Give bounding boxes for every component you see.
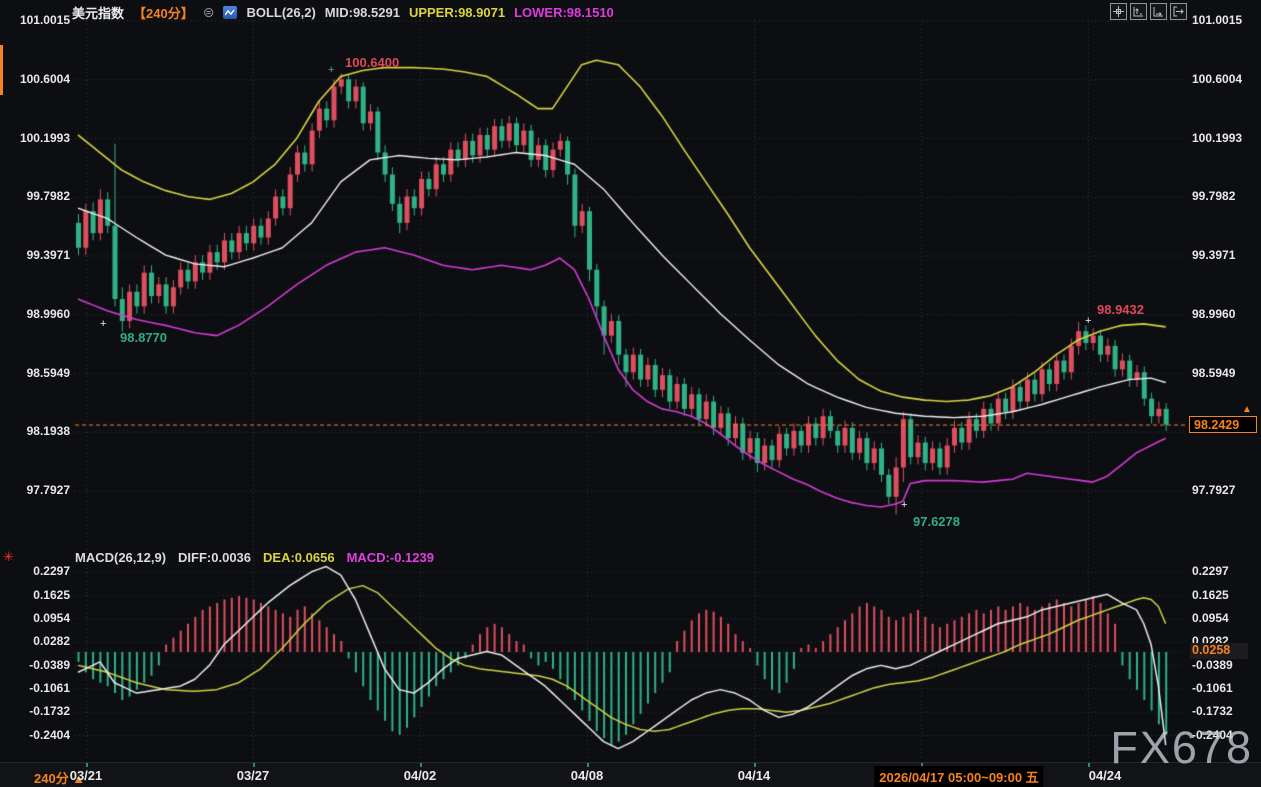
date-label: 04/02 (403, 768, 437, 783)
macd-axis-label: -0.1061 (1192, 680, 1233, 695)
macd-axis-label: 0.1625 (1192, 587, 1229, 602)
macd-axis-label: 0.0954 (1192, 610, 1229, 625)
move-crosshair-icon[interactable] (1110, 3, 1127, 20)
left-edge-marker (0, 45, 3, 95)
fit-vertical-axis-icon[interactable] (1130, 3, 1147, 20)
date-label: 04/08 (570, 768, 604, 783)
date-label: 03/27 (236, 768, 270, 783)
price-axis-label: 101.0015 (1192, 13, 1243, 27)
price-axis-label: 100.1993 (1192, 130, 1243, 145)
time-axis-tick (921, 763, 923, 767)
extreme-cross-marker-icon: + (1085, 315, 1092, 327)
time-axis-tick (420, 763, 422, 767)
price-axis-label: 100.6004 (19, 71, 70, 86)
price-axis-label: 97.7927 (1192, 483, 1236, 497)
extreme-cross-marker-icon: + (328, 64, 335, 76)
price-axis-label: 98.1938 (26, 424, 70, 439)
price-axis-label: 97.7927 (26, 483, 70, 497)
price-axis-label: 98.5949 (26, 365, 70, 380)
boll-mid-value: MID:98.5291 (324, 5, 400, 20)
indicator-menu-icon[interactable]: ⊜ (202, 4, 215, 20)
time-axis-bar[interactable]: 240分 ▲ 03/21 03/27 04/02 04/08 04/14 04/24 20… (0, 762, 1261, 787)
macd-axis-label: -0.0389 (1192, 657, 1233, 672)
chart-header: 美元指数 【240分】 ⊜ BOLL(26,2) MID:98.5291 UPP… (72, 3, 614, 22)
time-axis-tick (587, 763, 589, 767)
time-axis-tick (1088, 763, 1090, 767)
macd-axis-label: -0.1061 (29, 680, 70, 695)
extreme-cross-marker-icon: + (901, 499, 908, 511)
price-axis-label: 99.7982 (1192, 189, 1236, 204)
period-selector[interactable]: 240分 ▲ (34, 771, 86, 786)
time-axis-tick (754, 763, 756, 767)
reset-view-icon[interactable] (1170, 3, 1187, 20)
price-axis-label: 98.5949 (1192, 365, 1236, 380)
macd-axis-label: 0.1625 (33, 587, 70, 602)
date-label: 04/24 (1088, 768, 1122, 783)
price-extreme-annotation: 100.6400 (345, 55, 400, 70)
price-axis-label: 99.7982 (26, 189, 70, 204)
price-extreme-annotation: 97.6278 (913, 514, 960, 529)
boll-upper-value: UPPER:98.9071 (408, 5, 506, 20)
macd-axis-label: 0.2297 (33, 564, 70, 579)
macd-axis-label: 0.0954 (33, 610, 70, 625)
selected-candle-time-badge: 2026/04/17 05:00~09:00 五 (874, 766, 1044, 787)
chart-toolbar (1110, 3, 1187, 20)
fit-horizontal-axis-icon[interactable] (1150, 3, 1167, 20)
date-label: 04/14 (737, 768, 771, 783)
macd-axis-label: 0.0282 (33, 634, 70, 649)
macd-axis-label: -0.1732 (1192, 704, 1233, 719)
macd-axis-label: -0.1732 (29, 704, 70, 719)
price-axis-label: 99.3971 (1192, 248, 1236, 262)
price-up-arrow-icon: ▲ (1242, 403, 1252, 415)
time-axis-tick (253, 763, 255, 767)
price-axis-label: 100.6004 (1192, 71, 1243, 86)
macd-value: MACD:-0.1239 (346, 550, 434, 565)
price-extreme-annotation: 98.9432 (1097, 302, 1144, 317)
price-axis-label: 99.3971 (26, 248, 70, 262)
time-axis-tick (86, 763, 88, 767)
macd-axis-label: -0.2404 (1192, 727, 1233, 742)
price-axis-label: 98.9960 (1192, 306, 1236, 321)
macd-params-label: MACD(26,12,9) (75, 550, 167, 565)
last-price-badge: 98.2429 (1189, 415, 1257, 433)
macd-panel-indicator-icon[interactable]: ✳ (3, 549, 14, 564)
timeframe-label[interactable]: 【240分】 (133, 6, 194, 21)
boll-lower-value: LOWER:98.1510 (514, 5, 614, 20)
macd-header: MACD(26,12,9) DIFF:0.0036 DEA:0.0656 MAC… (75, 550, 434, 565)
instrument-title: 美元指数 (72, 6, 125, 21)
macd-axis-label: 0.2297 (1192, 564, 1229, 579)
fx678-watermark: FX678 (1110, 722, 1253, 773)
macd-dea-value: DEA:0.0656 (263, 550, 335, 565)
macd-last-value-badge: 0.0258 (1190, 643, 1248, 659)
extreme-cross-marker-icon: + (100, 318, 107, 330)
price-extreme-annotation: 98.8770 (120, 330, 167, 345)
price-axis-label: 98.9960 (26, 306, 70, 321)
date-label: 03/21 (69, 768, 103, 783)
price-axis-label: 101.0015 (19, 13, 70, 27)
macd-diff-value: DIFF:0.0036 (178, 550, 252, 565)
macd-axis-label: -0.2404 (29, 727, 70, 742)
macd-axis-label: -0.0389 (29, 657, 70, 672)
price-axis-label: 100.1993 (19, 130, 70, 145)
boll-indicator-icon[interactable] (223, 6, 238, 19)
boll-params-label: BOLL(26,2) (246, 5, 316, 20)
